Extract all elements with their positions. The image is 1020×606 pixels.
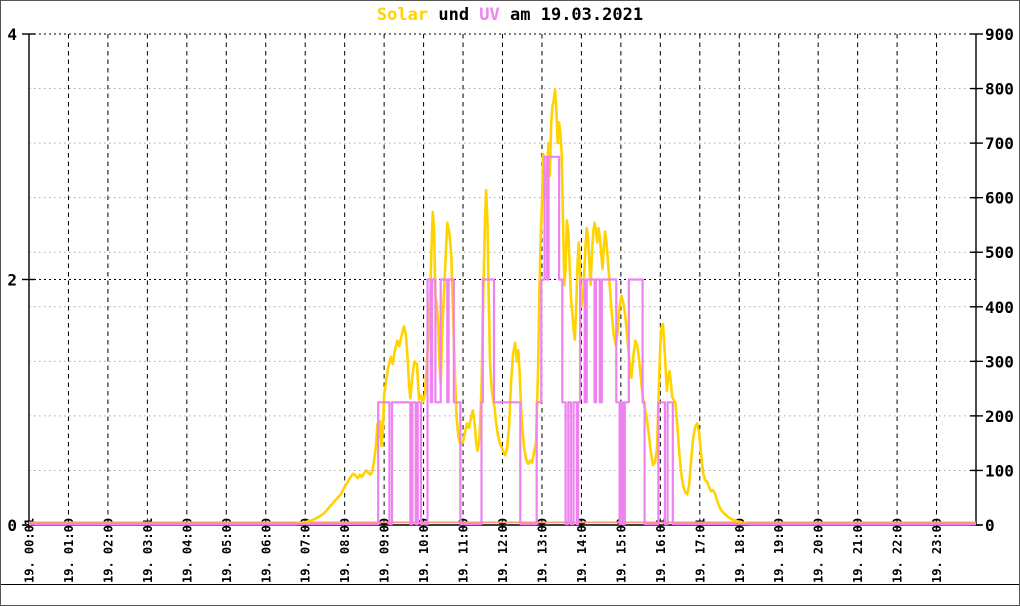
chart-title: Solar und UV am 19.03.2021 xyxy=(1,5,1019,25)
svg-text:19. 12:00: 19. 12:00 xyxy=(496,518,510,583)
svg-text:100: 100 xyxy=(985,461,1014,480)
title-date-label: am 19.03.2021 xyxy=(499,5,644,25)
svg-text:19. 06:00: 19. 06:00 xyxy=(259,518,273,583)
svg-text:19. 18:00: 19. 18:00 xyxy=(733,518,747,583)
svg-text:19. 22:00: 19. 22:00 xyxy=(891,518,905,583)
solar-uv-chart: 0 2 4 0 100 200 300 400 500 600 700 800 900 19. 00:01… xyxy=(7,25,1014,583)
footer-bar: Letzte Aktualisierung: 24.04.2021, 20:07… xyxy=(1,584,1019,605)
svg-text:19. 09:00: 19. 09:00 xyxy=(378,518,392,583)
svg-text:19. 17:01: 19. 17:01 xyxy=(693,518,707,583)
svg-text:19. 02:00: 19. 02:00 xyxy=(101,518,115,583)
solar-series-line xyxy=(29,87,976,526)
x-axis-labels: 19. 00:01 19. 01:00 19. 02:00 19. 03:01 19. … xyxy=(23,518,945,583)
svg-text:19. 20:00: 19. 20:00 xyxy=(812,518,826,583)
y-right-axis: 0 100 200 300 400 500 600 700 800 900 xyxy=(970,25,1014,535)
svg-text:19. 03:01: 19. 03:01 xyxy=(141,518,155,583)
svg-text:19. 01:00: 19. 01:00 xyxy=(62,518,76,583)
svg-text:19. 08:00: 19. 08:00 xyxy=(338,518,352,583)
svg-text:2: 2 xyxy=(7,271,17,290)
uv-series-line xyxy=(29,155,977,526)
svg-text:300: 300 xyxy=(985,352,1014,371)
svg-text:19. 05:00: 19. 05:00 xyxy=(220,518,234,583)
svg-text:19. 21:00: 19. 21:00 xyxy=(851,518,865,583)
svg-text:700: 700 xyxy=(985,134,1014,153)
svg-text:19. 11:00: 19. 11:00 xyxy=(457,518,471,583)
y-left-axis: 0 2 4 xyxy=(7,25,35,535)
svg-text:19. 16:01: 19. 16:01 xyxy=(654,518,668,583)
title-solar-label: Solar xyxy=(376,5,429,25)
svg-text:200: 200 xyxy=(985,407,1014,426)
svg-text:19. 13:00: 19. 13:00 xyxy=(535,518,549,583)
title-uv-label: UV xyxy=(479,5,500,25)
svg-text:19. 19:00: 19. 19:00 xyxy=(772,518,786,583)
svg-text:0: 0 xyxy=(985,516,995,535)
svg-text:4: 4 xyxy=(7,25,17,44)
svg-text:19. 10:00: 19. 10:00 xyxy=(417,518,431,583)
svg-text:800: 800 xyxy=(985,80,1014,99)
svg-text:19. 04:00: 19. 04:00 xyxy=(180,518,194,583)
svg-text:600: 600 xyxy=(985,189,1014,208)
svg-text:900: 900 xyxy=(985,25,1014,44)
svg-text:19. 00:01: 19. 00:01 xyxy=(23,518,37,583)
svg-text:400: 400 xyxy=(985,298,1014,317)
title-und-label: und xyxy=(428,5,480,25)
svg-text:500: 500 xyxy=(985,243,1014,262)
svg-text:19. 23:00: 19. 23:00 xyxy=(930,518,944,583)
svg-text:19. 07:00: 19. 07:00 xyxy=(299,518,313,583)
svg-text:0: 0 xyxy=(7,516,17,535)
svg-text:19. 15:00: 19. 15:00 xyxy=(614,518,628,583)
svg-text:19. 14:00: 19. 14:00 xyxy=(575,518,589,583)
